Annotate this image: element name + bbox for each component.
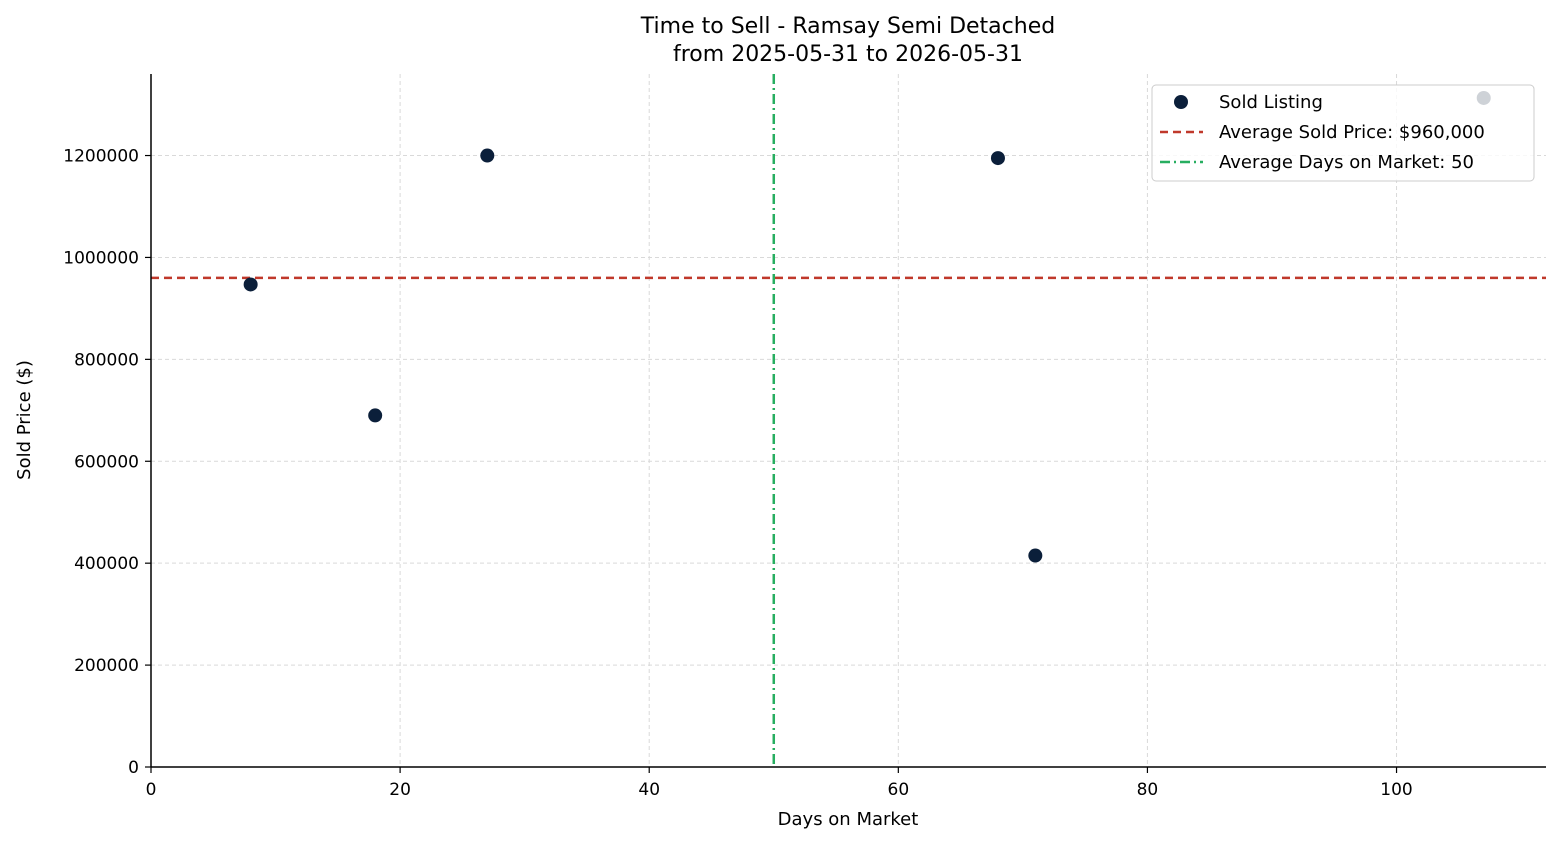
legend-label-sold-listing: Sold Listing	[1219, 92, 1323, 113]
legend-label-avg-days: Average Days on Market: 50	[1219, 152, 1474, 173]
data-point-0-4	[1028, 548, 1043, 563]
y-tick-label-3: 600000	[74, 452, 139, 472]
x-tick-label-1: 20	[389, 780, 411, 800]
chart-title-line2: from 2025-05-31 to 2026-05-31	[673, 42, 1023, 67]
x-tick-label-4: 80	[1137, 780, 1159, 800]
y-tick-label-2: 400000	[74, 554, 139, 574]
chart-title-line1: Time to Sell - Ramsay Semi Detached	[640, 14, 1055, 39]
legend-label-avg-price: Average Sold Price: $960,000	[1219, 122, 1485, 143]
y-tick-label-6: 1200000	[63, 147, 139, 167]
y-axis-label: Sold Price ($)	[14, 360, 35, 480]
x-tick-label-2: 40	[638, 780, 660, 800]
data-point-0-3	[990, 151, 1005, 166]
data-point-0-0	[243, 277, 258, 292]
axes	[150, 74, 1546, 768]
x-tick-label-3: 60	[888, 780, 910, 800]
legend-marker-sold-listing	[1174, 95, 1188, 109]
legend: Sold Listing Average Sold Price: $960,00…	[1151, 84, 1535, 182]
data-point-0-1	[368, 408, 383, 423]
y-tick-label-5: 1000000	[63, 248, 139, 268]
x-tick-label-5: 100	[1380, 780, 1412, 800]
data-point-0-2	[480, 148, 495, 163]
y-tick-label-1: 200000	[74, 656, 139, 676]
x-tick-label-0: 0	[146, 780, 157, 800]
y-tick-label-4: 800000	[74, 350, 139, 370]
y-tick-label-0: 0	[128, 758, 139, 778]
x-axis-label: Days on Market	[778, 809, 919, 830]
tick-labels: 0 20 40 60 80 100 0 200000 400000 600000 800000 100…	[63, 147, 1412, 800]
legend-box	[1151, 84, 1535, 182]
reference-lines	[151, 74, 1546, 767]
